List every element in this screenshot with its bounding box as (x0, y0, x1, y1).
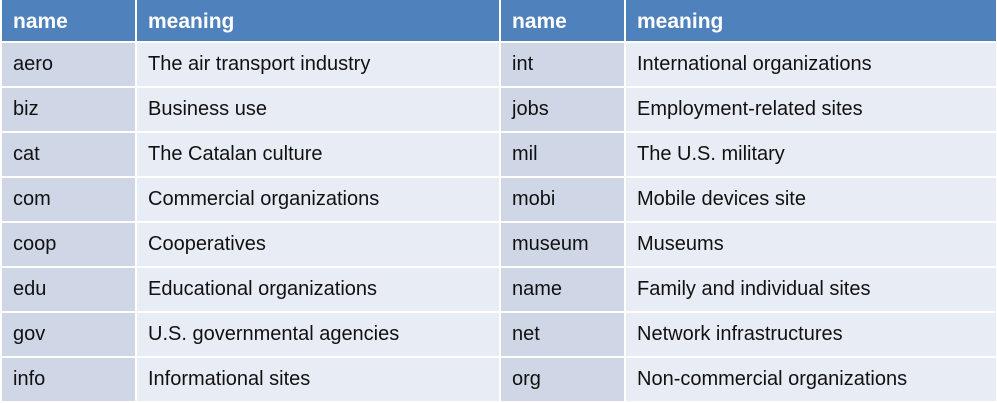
tld-meaning-cell: Non-commercial organizations (626, 358, 997, 403)
table-row: edu Educational organizations name Famil… (2, 268, 997, 313)
header-name-right: name (501, 0, 626, 43)
tld-name-cell: edu (2, 268, 137, 313)
tld-name-cell: cat (2, 133, 137, 178)
tld-name-cell: museum (501, 223, 626, 268)
tld-name-cell: mobi (501, 178, 626, 223)
tld-name-cell: jobs (501, 88, 626, 133)
tld-meaning-cell: Business use (137, 88, 501, 133)
table-row: cat The Catalan culture mil The U.S. mil… (2, 133, 997, 178)
header-name-left: name (2, 0, 137, 43)
tld-meaning-cell: International organizations (626, 43, 997, 88)
table-row: biz Business use jobs Employment-related… (2, 88, 997, 133)
tld-meaning-cell: Cooperatives (137, 223, 501, 268)
tld-name-cell: coop (2, 223, 137, 268)
tld-meaning-cell: Network infrastructures (626, 313, 997, 358)
table-header-row: name meaning name meaning (2, 0, 997, 43)
tld-meaning-cell: Family and individual sites (626, 268, 997, 313)
tld-name-cell: com (2, 178, 137, 223)
tld-name-cell: aero (2, 43, 137, 88)
tld-name-cell: org (501, 358, 626, 403)
tld-name-cell: gov (2, 313, 137, 358)
table-row: com Commercial organizations mobi Mobile… (2, 178, 997, 223)
tld-meaning-cell: Mobile devices site (626, 178, 997, 223)
tld-name-cell: net (501, 313, 626, 358)
tld-meaning-cell: Museums (626, 223, 997, 268)
table-row: coop Cooperatives museum Museums (2, 223, 997, 268)
tld-name-cell: name (501, 268, 626, 313)
tld-meaning-cell: Educational organizations (137, 268, 501, 313)
header-meaning-left: meaning (137, 0, 501, 43)
tld-name-cell: int (501, 43, 626, 88)
tld-meaning-cell: Informational sites (137, 358, 501, 403)
table-row: aero The air transport industry int Inte… (2, 43, 997, 88)
tld-meaning-cell: The air transport industry (137, 43, 501, 88)
tld-name-cell: mil (501, 133, 626, 178)
tld-meaning-cell: The Catalan culture (137, 133, 501, 178)
tld-meaning-cell: U.S. governmental agencies (137, 313, 501, 358)
tld-name-cell: biz (2, 88, 137, 133)
table-row: gov U.S. governmental agencies net Netwo… (2, 313, 997, 358)
table-row: info Informational sites org Non-commerc… (2, 358, 997, 403)
tld-meaning-cell: Commercial organizations (137, 178, 501, 223)
tld-meaning-cell: The U.S. military (626, 133, 997, 178)
tld-name-cell: info (2, 358, 137, 403)
header-meaning-right: meaning (626, 0, 997, 43)
tld-meaning-cell: Employment-related sites (626, 88, 997, 133)
